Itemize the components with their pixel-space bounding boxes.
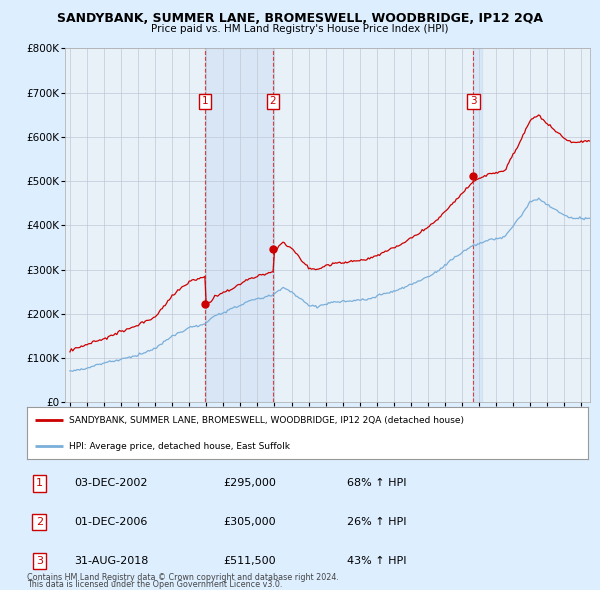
Text: 1: 1	[36, 478, 43, 488]
Text: 01-DEC-2006: 01-DEC-2006	[74, 517, 148, 527]
Bar	[205, 48, 273, 402]
Text: 31-AUG-2018: 31-AUG-2018	[74, 556, 149, 566]
Text: Contains HM Land Registry data © Crown copyright and database right 2024.: Contains HM Land Registry data © Crown c…	[27, 573, 339, 582]
Text: 1: 1	[202, 97, 208, 106]
Text: 2: 2	[36, 517, 43, 527]
Text: 26% ↑ HPI: 26% ↑ HPI	[347, 517, 406, 527]
Text: 68% ↑ HPI: 68% ↑ HPI	[347, 478, 406, 488]
Text: Price paid vs. HM Land Registry's House Price Index (HPI): Price paid vs. HM Land Registry's House …	[151, 24, 449, 34]
Text: 3: 3	[470, 97, 476, 106]
Text: £511,500: £511,500	[223, 556, 276, 566]
Text: HPI: Average price, detached house, East Suffolk: HPI: Average price, detached house, East…	[69, 441, 290, 451]
Text: £305,000: £305,000	[223, 517, 276, 527]
Text: 2: 2	[270, 97, 277, 106]
Text: 43% ↑ HPI: 43% ↑ HPI	[347, 556, 406, 566]
Text: 3: 3	[36, 556, 43, 566]
Text: SANDYBANK, SUMMER LANE, BROMESWELL, WOODBRIDGE, IP12 2QA: SANDYBANK, SUMMER LANE, BROMESWELL, WOOD…	[57, 12, 543, 25]
Text: £295,000: £295,000	[223, 478, 276, 488]
Text: SANDYBANK, SUMMER LANE, BROMESWELL, WOODBRIDGE, IP12 2QA (detached house): SANDYBANK, SUMMER LANE, BROMESWELL, WOOD…	[69, 415, 464, 425]
Bar	[473, 48, 482, 402]
Text: This data is licensed under the Open Government Licence v3.0.: This data is licensed under the Open Gov…	[27, 581, 283, 589]
Text: 03-DEC-2002: 03-DEC-2002	[74, 478, 148, 488]
